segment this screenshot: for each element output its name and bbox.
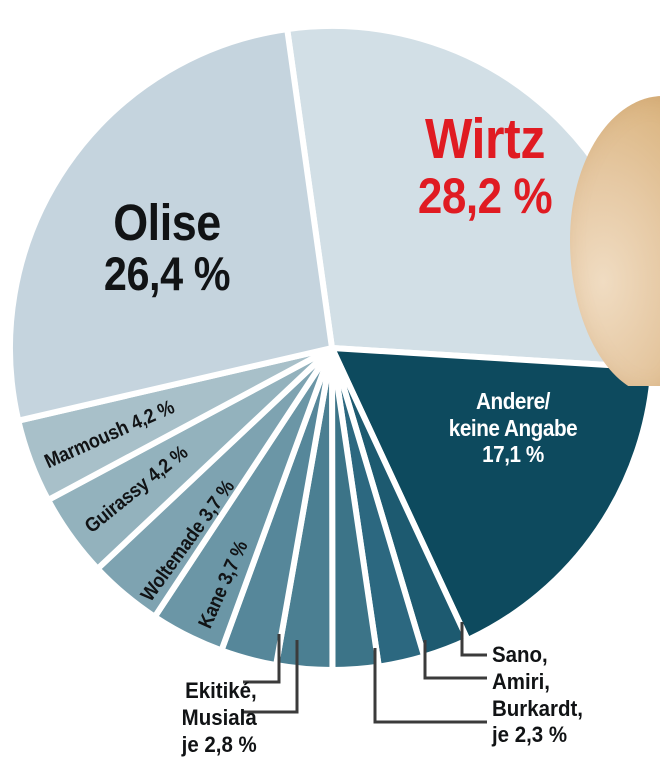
- leader-line-ekitike: [243, 634, 281, 684]
- leader-line-burkardt: [373, 648, 487, 724]
- callout-sano-line3: Burkardt,: [492, 695, 583, 721]
- slice-label-andere: Andere/ keine Angabe 17,1 %: [418, 388, 608, 468]
- callout-ekitike-musiala: Ekitiké, Musiala je 2,8 %: [176, 678, 257, 758]
- slice-label-andere-line2: keine Angabe: [448, 414, 578, 441]
- slice-label-andere-value: 17,1 %: [482, 441, 544, 468]
- slice-label-olise: Olise 26,4 %: [62, 194, 272, 300]
- slice-label-wirtz-name: Wirtz: [425, 107, 545, 171]
- callout-sano-line2: Amiri,: [492, 668, 550, 694]
- leader-line-musiala: [243, 640, 299, 714]
- callout-sano-line4: je 2,3 %: [492, 722, 568, 748]
- pie-slice-andere-keine-angabe: [329, 345, 657, 644]
- callout-ekitike-line1: Ekitiké,: [185, 678, 257, 703]
- pie-slice-olise: [6, 26, 335, 424]
- pie-slices: [6, 22, 657, 674]
- slice-label-olise-name: Olise: [113, 194, 221, 251]
- callout-ekitike-line3: je 2,8 %: [181, 731, 257, 757]
- slice-label-wirtz-value: 28,2 %: [417, 167, 553, 224]
- callout-sano-amiri-burkardt: Sano, Amiri, Burkardt, je 2,3 %: [492, 642, 590, 749]
- callout-sano-line1: Sano,: [492, 642, 548, 667]
- callout-ekitike-line2: Musiala: [181, 704, 257, 730]
- leader-line-sano: [460, 622, 487, 657]
- slice-label-andere-line1: Andere/: [476, 388, 550, 414]
- leader-line-amiri: [423, 640, 487, 680]
- slice-label-wirtz: Wirtz 28,2 %: [390, 107, 580, 224]
- leader-lines: [243, 622, 487, 724]
- slice-label-olise-value: 26,4 %: [103, 246, 231, 300]
